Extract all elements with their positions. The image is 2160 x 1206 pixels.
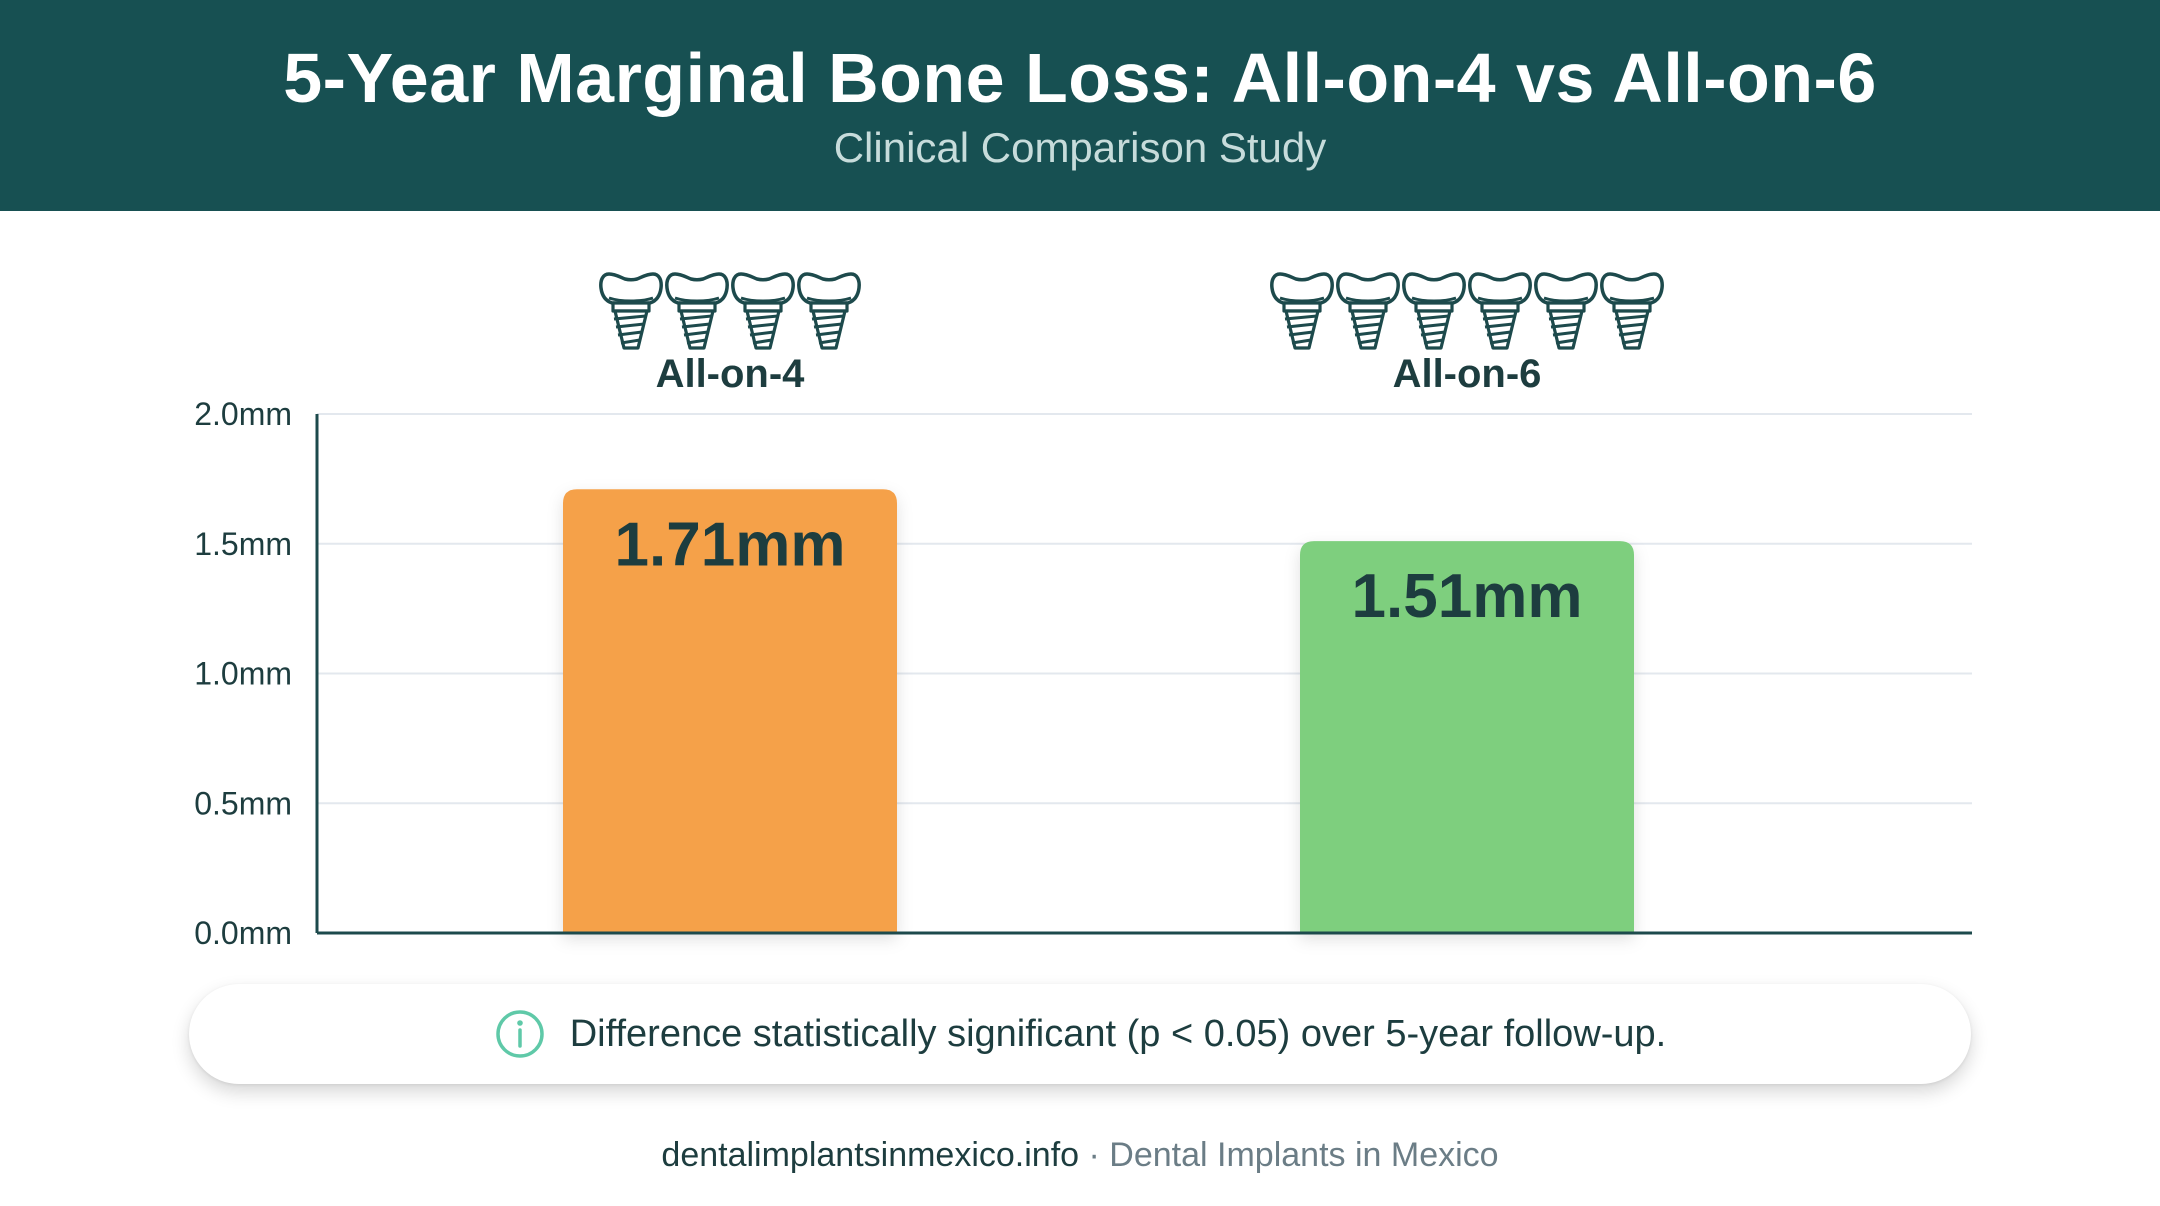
footer-separator: · bbox=[1079, 1136, 1110, 1174]
bar-chart: 1.71mm 1.51mm 0.0mm 0.5mm 1.0mm 1.5mm 2.0mm Al… bbox=[194, 272, 1972, 951]
dental-implant-icon bbox=[665, 272, 729, 350]
chart-subtitle: Clinical Comparison Study bbox=[833, 124, 1327, 171]
significance-note: Difference statistically significant (p … bbox=[189, 984, 1971, 1084]
dental-implant-icon bbox=[1600, 272, 1664, 350]
dental-implant-icon bbox=[1336, 272, 1400, 350]
bar-all-on-4 bbox=[563, 489, 897, 933]
dental-implant-icon bbox=[1402, 272, 1466, 350]
y-tick-label: 1.0mm bbox=[194, 656, 292, 692]
footer-site: dentalimplantsinmexico.info bbox=[661, 1136, 1080, 1174]
dental-implant-icon bbox=[1270, 272, 1334, 350]
chart-area: 1.71mm 1.51mm 0.0mm 0.5mm 1.0mm 1.5mm 2.0mm Al… bbox=[0, 211, 2160, 971]
dental-implant-icon bbox=[1468, 272, 1532, 350]
bar-value-label: 1.51mm bbox=[1352, 562, 1583, 631]
footer-name: Dental Implants in Mexico bbox=[1109, 1136, 1499, 1174]
dental-implant-icon bbox=[599, 272, 663, 350]
y-tick-label: 2.0mm bbox=[194, 396, 292, 432]
y-tick-label: 0.5mm bbox=[194, 785, 292, 821]
header-banner: 5-Year Marginal Bone Loss: All-on-4 vs A… bbox=[0, 0, 2160, 211]
footer: dentalimplantsinmexico.info · Dental Imp… bbox=[0, 1136, 2160, 1175]
chart-title: 5-Year Marginal Bone Loss: All-on-4 vs A… bbox=[283, 39, 1877, 117]
dental-implant-icon bbox=[731, 272, 795, 350]
y-tick-label: 1.5mm bbox=[194, 526, 292, 562]
dental-implant-icon bbox=[797, 272, 861, 350]
info-icon bbox=[495, 1010, 544, 1058]
category-label: All-on-4 bbox=[656, 352, 806, 396]
bar-value-label: 1.71mm bbox=[615, 510, 846, 579]
bar-all-on-6 bbox=[1300, 541, 1634, 933]
dental-implant-icon bbox=[1534, 272, 1598, 350]
y-tick-label: 0.0mm bbox=[194, 915, 292, 951]
category-label: All-on-6 bbox=[1393, 352, 1542, 396]
note-text: Difference statistically significant (p … bbox=[569, 1012, 1667, 1055]
